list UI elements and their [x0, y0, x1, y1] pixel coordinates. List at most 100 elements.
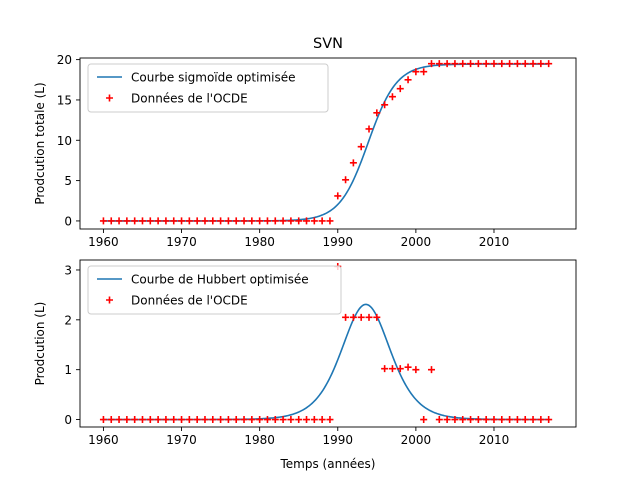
data-point: [256, 217, 264, 225]
y-tick-label: 2: [64, 313, 72, 327]
top-panel: 1960 1970 1980 1990 2000 2010 0 5 10 15 20 Prodcuti…: [33, 53, 577, 249]
data-point: [99, 416, 107, 424]
data-point: [373, 109, 381, 117]
x-tick-label: 1960: [88, 235, 119, 249]
data-point: [396, 365, 404, 373]
y-tick-label: 20: [57, 53, 72, 67]
data-point: [381, 365, 389, 373]
data-point: [248, 416, 256, 424]
data-point: [482, 416, 490, 424]
data-point: [178, 416, 186, 424]
data-point: [185, 416, 193, 424]
data-point: [232, 416, 240, 424]
x-tick-label: 2010: [479, 433, 510, 447]
data-point: [435, 60, 443, 68]
data-point: [435, 416, 443, 424]
data-point: [357, 143, 365, 151]
y-tick-label: 5: [64, 174, 72, 188]
x-tick-label: 1960: [88, 433, 119, 447]
data-point: [154, 416, 162, 424]
data-point: [279, 416, 287, 424]
data-point: [427, 60, 435, 68]
legend-entry: Données de l'OCDE: [131, 92, 248, 106]
data-point: [537, 416, 545, 424]
data-point: [404, 363, 412, 371]
data-point: [318, 416, 326, 424]
y-tick-label: 1: [64, 363, 72, 377]
data-point: [131, 217, 139, 225]
data-point: [388, 365, 396, 373]
legend-marker-swatch: [106, 94, 113, 102]
data-point: [342, 176, 350, 184]
data-point: [295, 416, 303, 424]
x-tick-label: 1980: [244, 235, 275, 249]
data-point: [115, 416, 123, 424]
data-point: [513, 60, 521, 68]
data-point: [459, 416, 467, 424]
data-point: [232, 217, 240, 225]
data-point: [217, 217, 225, 225]
data-point: [326, 416, 334, 424]
data-point: [373, 313, 381, 321]
y-tick-label: 0: [64, 413, 72, 427]
data-point: [326, 217, 334, 225]
data-point: [146, 416, 154, 424]
data-point: [107, 217, 115, 225]
data-point: [521, 416, 529, 424]
data-point: [443, 416, 451, 424]
data-point: [240, 416, 248, 424]
data-point: [529, 60, 537, 68]
legend-box: [87, 63, 329, 113]
legend-marker-swatch: [106, 296, 113, 304]
data-point: [412, 366, 420, 374]
data-point: [420, 68, 428, 76]
legend-box: [87, 265, 342, 315]
data-point: [357, 313, 365, 321]
data-point: [490, 60, 498, 68]
data-point: [271, 217, 279, 225]
data-point: [381, 101, 389, 109]
data-point: [263, 416, 271, 424]
data-point: [193, 217, 201, 225]
data-point: [474, 416, 482, 424]
data-point: [459, 60, 467, 68]
x-tick-label: 2000: [401, 433, 432, 447]
y-axis-label: Prodcution totale (L): [33, 82, 47, 204]
data-point: [170, 217, 178, 225]
data-point: [162, 217, 170, 225]
data-point: [349, 159, 357, 167]
data-point: [506, 416, 514, 424]
legend-entry: Données de l'OCDE: [131, 294, 248, 308]
data-point: [529, 416, 537, 424]
x-axis-label: Temps (années): [280, 457, 376, 471]
data-point: [123, 217, 131, 225]
data-point: [240, 217, 248, 225]
data-point: [474, 60, 482, 68]
data-point: [310, 416, 318, 424]
scatter-series-1: [99, 60, 553, 225]
data-point: [318, 217, 326, 225]
data-point: [451, 60, 459, 68]
data-point: [396, 85, 404, 93]
data-point: [209, 217, 217, 225]
data-point: [178, 217, 186, 225]
legend-entry: Courbe sigmoïde optimisée: [131, 71, 296, 85]
data-point: [138, 416, 146, 424]
data-point: [365, 313, 373, 321]
x-tick-label: 2010: [479, 235, 510, 249]
data-point: [154, 217, 162, 225]
y-axis-label: Prodcution (L): [33, 302, 47, 386]
data-point: [404, 76, 412, 84]
data-point: [279, 217, 287, 225]
data-point: [248, 217, 256, 225]
data-point: [365, 125, 373, 133]
data-point: [506, 60, 514, 68]
data-point: [271, 416, 279, 424]
x-tick-label: 1990: [322, 235, 353, 249]
y-tick-label: 10: [57, 134, 72, 148]
data-point: [545, 60, 553, 68]
data-point: [334, 192, 342, 200]
legend: Courbe sigmoïde optimisée Données de l'OC…: [87, 63, 329, 113]
data-point: [427, 366, 435, 374]
axes-frame: [79, 259, 577, 428]
